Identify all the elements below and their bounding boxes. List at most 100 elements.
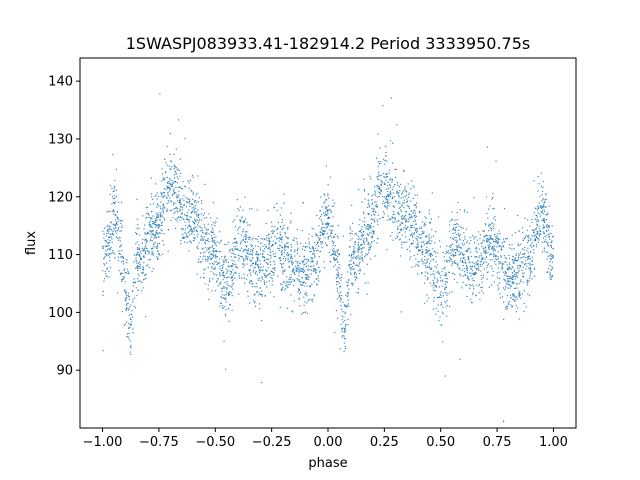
data-point [220, 281, 222, 283]
data-point [238, 277, 241, 279]
data-point [477, 243, 480, 245]
data-point [539, 215, 542, 217]
data-point [338, 294, 341, 297]
data-point [309, 247, 311, 250]
data-point [335, 277, 337, 280]
data-point [396, 192, 398, 194]
data-point [509, 263, 511, 266]
data-point [188, 250, 190, 252]
data-point [539, 230, 541, 233]
data-point [222, 305, 224, 307]
data-point [216, 241, 218, 243]
data-point [203, 236, 205, 238]
data-point [287, 255, 289, 257]
data-point [493, 245, 496, 247]
data-point [387, 181, 389, 183]
data-point [358, 265, 360, 268]
data-point [368, 234, 370, 236]
data-point [459, 274, 462, 277]
data-point [121, 225, 123, 227]
data-point [327, 238, 329, 240]
data-point [469, 272, 471, 274]
data-point [279, 214, 282, 216]
data-point [277, 221, 279, 224]
data-point [292, 270, 294, 273]
data-point [281, 241, 283, 243]
data-point [126, 259, 128, 261]
data-point [163, 177, 165, 180]
data-point [249, 265, 252, 267]
data-point [200, 238, 202, 240]
data-point [405, 228, 407, 230]
data-point [373, 214, 375, 216]
data-point [477, 259, 479, 261]
data-point [446, 294, 448, 296]
data-point [255, 270, 257, 273]
data-point [499, 245, 501, 247]
data-point [309, 251, 311, 253]
data-point [207, 255, 209, 258]
data-point [414, 210, 416, 212]
data-point [418, 261, 420, 263]
data-point [439, 293, 441, 295]
data-point [466, 211, 469, 213]
data-point [514, 296, 517, 298]
data-point [514, 259, 516, 261]
data-point [376, 178, 379, 180]
data-point [242, 238, 244, 241]
data-point [430, 236, 432, 238]
data-point [203, 272, 205, 274]
data-point [188, 202, 191, 204]
data-point [537, 232, 539, 234]
data-point [333, 236, 335, 238]
data-point [468, 257, 470, 260]
data-point [484, 224, 487, 226]
data-point [444, 260, 446, 262]
data-point [535, 229, 537, 231]
data-point [302, 260, 305, 263]
data-point [226, 258, 228, 261]
data-point [174, 227, 177, 230]
data-point [384, 205, 386, 207]
data-point [360, 231, 362, 234]
data-point [479, 263, 481, 266]
data-point [374, 210, 376, 212]
data-point [294, 250, 296, 253]
data-point [380, 190, 382, 193]
data-point [172, 190, 175, 192]
data-point [160, 201, 162, 203]
data-point [531, 246, 533, 248]
data-point [550, 245, 552, 247]
data-point [302, 312, 305, 314]
data-point [484, 258, 487, 260]
data-point [103, 258, 105, 260]
data-point [419, 237, 421, 239]
data-point [114, 203, 116, 205]
data-point [376, 206, 379, 208]
data-point [332, 251, 335, 253]
x-tick-label: 0.25 [370, 435, 399, 450]
data-point [155, 218, 157, 220]
data-point [378, 178, 380, 181]
data-point [504, 289, 506, 291]
data-point [406, 205, 408, 207]
data-point [391, 231, 393, 234]
data-point [281, 221, 283, 224]
data-point [291, 264, 293, 266]
data-point [347, 299, 349, 301]
data-point [111, 238, 113, 240]
data-point [550, 254, 552, 256]
data-point [471, 302, 473, 304]
data-point [546, 243, 549, 245]
data-point [142, 269, 145, 271]
data-point [112, 223, 114, 225]
data-point [386, 208, 388, 210]
data-point [113, 229, 115, 231]
data-point [161, 229, 163, 232]
data-point [141, 272, 143, 274]
data-point [304, 246, 306, 248]
data-point [507, 280, 509, 282]
data-point [326, 210, 329, 213]
data-point [495, 255, 498, 257]
data-point [505, 261, 507, 263]
